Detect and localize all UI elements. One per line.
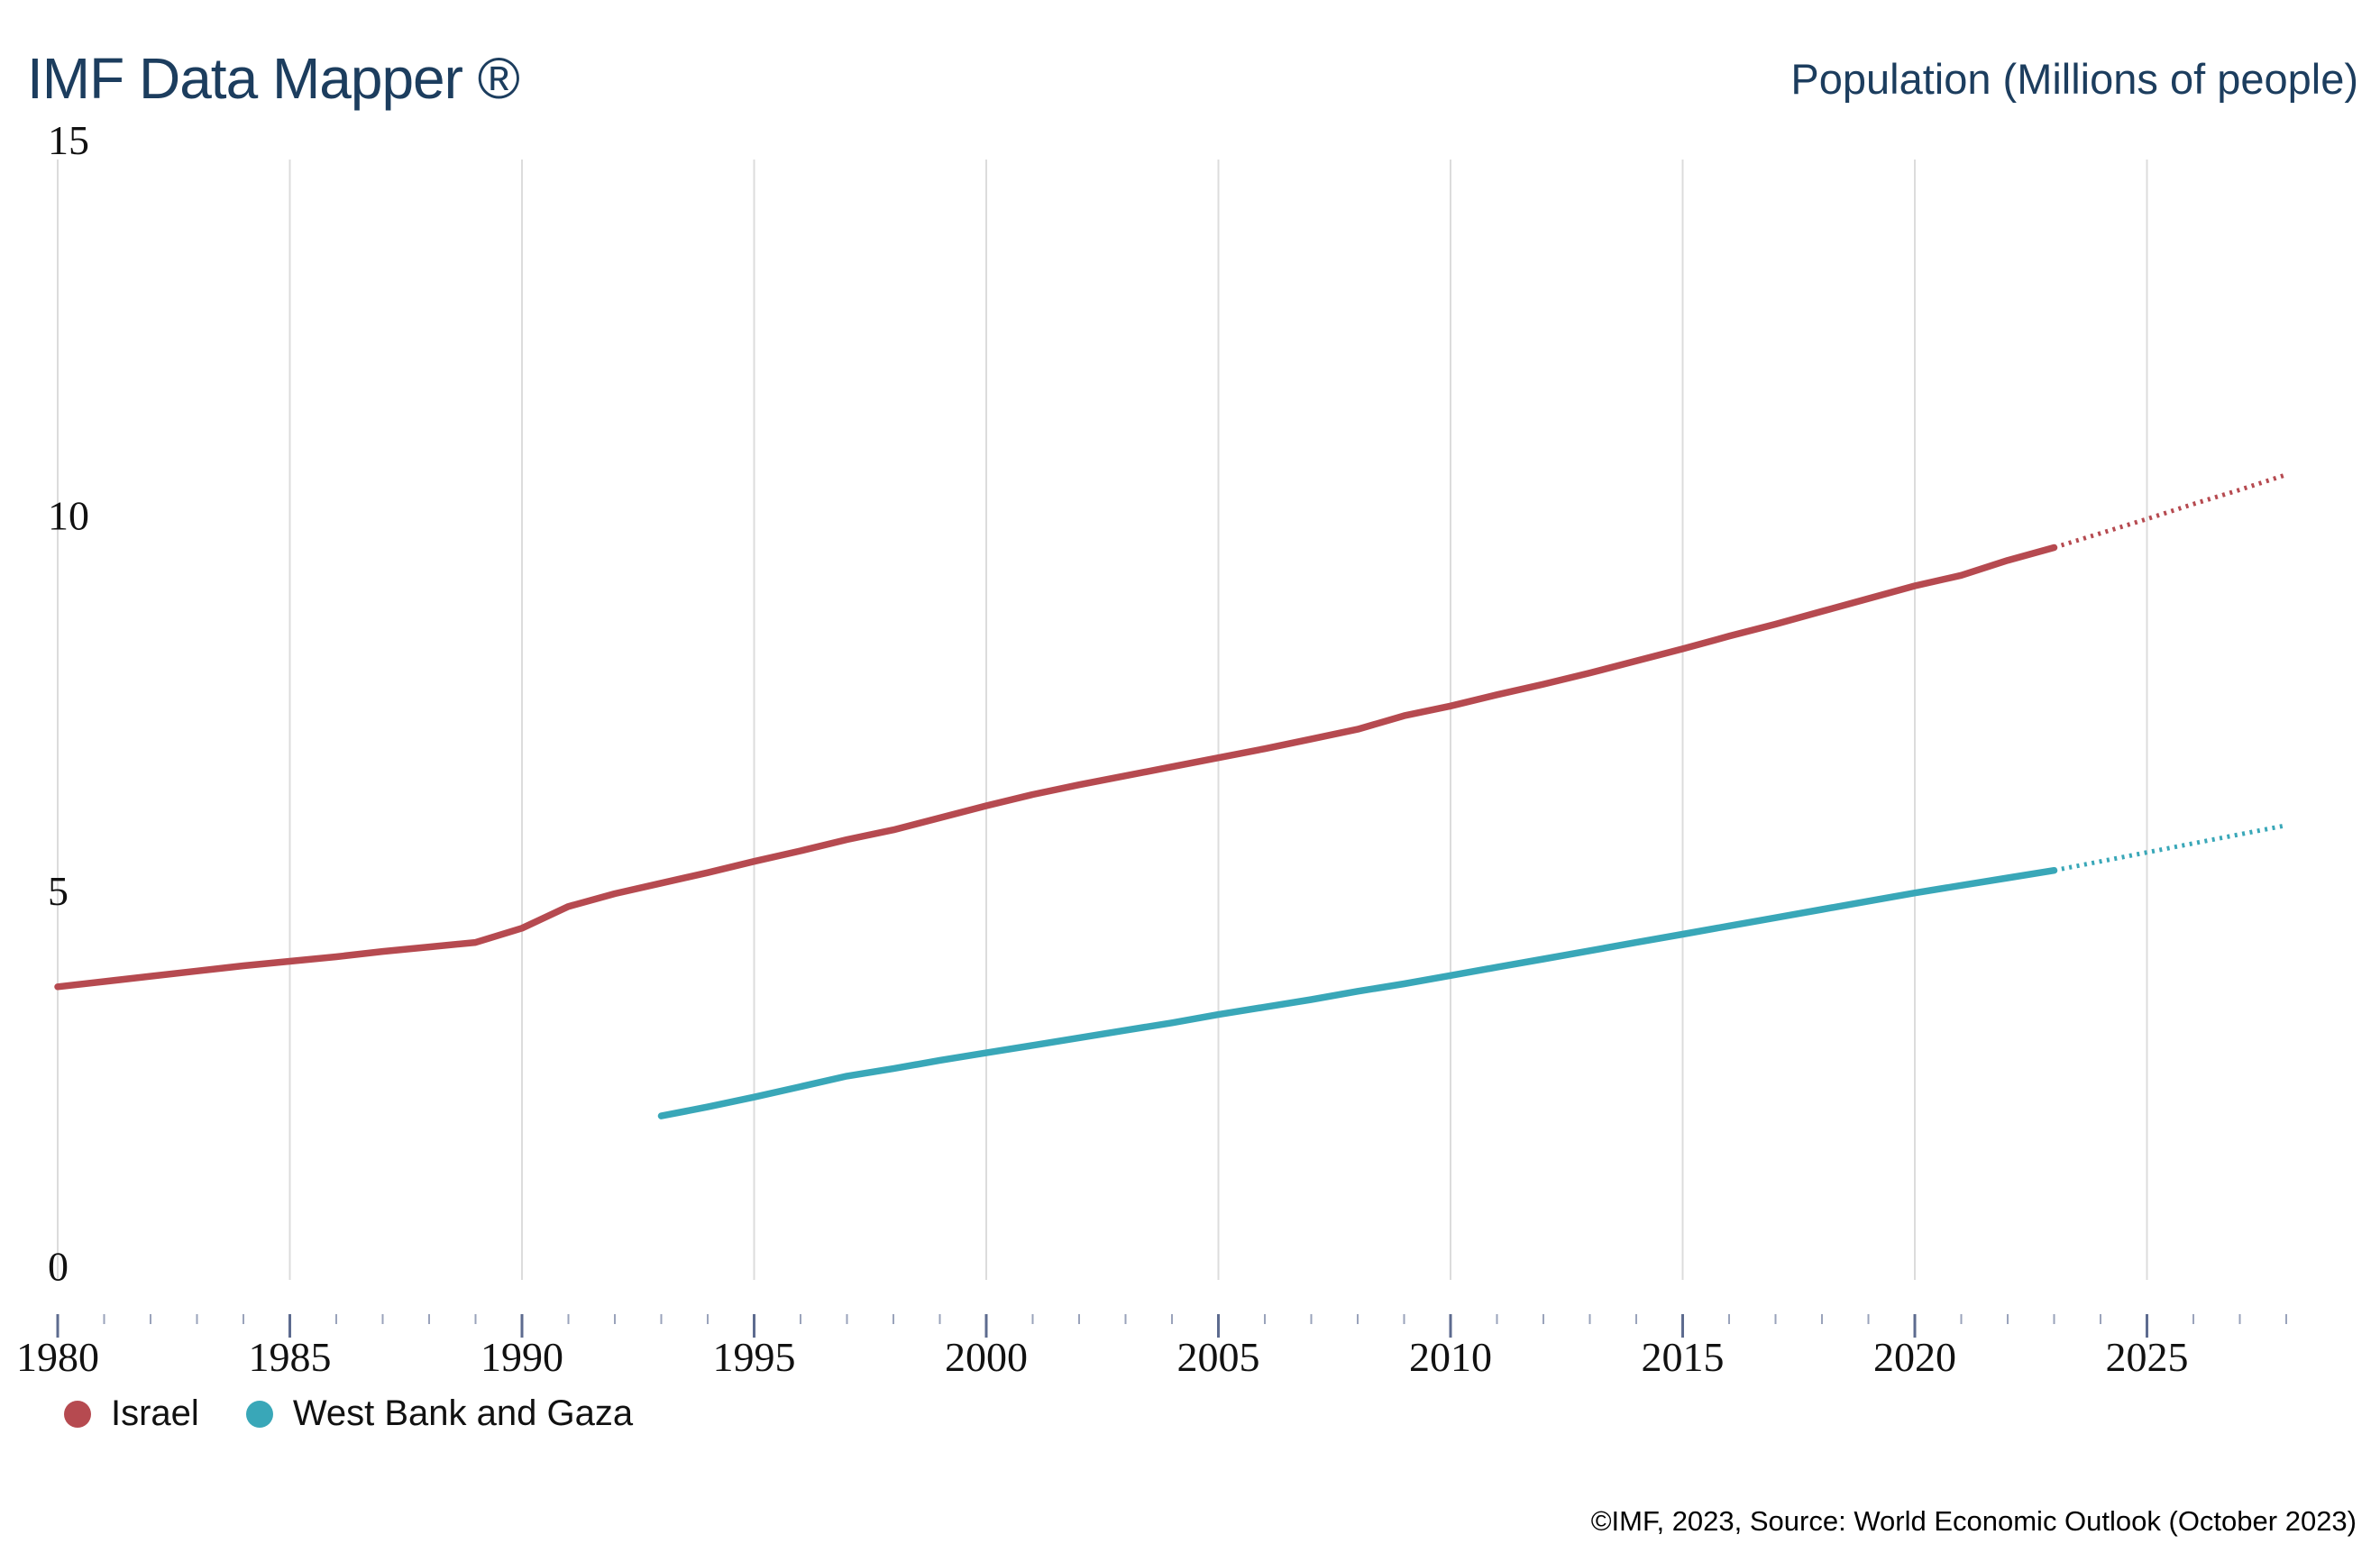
legend-marker-israel	[64, 1400, 91, 1428]
svg-text:1980: 1980	[16, 1334, 99, 1380]
legend-label-west-bank-and-gaza: West Bank and Gaza	[292, 1393, 634, 1433]
svg-text:10: 10	[48, 493, 89, 539]
svg-text:1995: 1995	[713, 1334, 796, 1380]
svg-text:1990: 1990	[481, 1334, 563, 1380]
series-west-bank-and-gaza[interactable]	[657, 823, 2287, 1119]
svg-text:2015: 2015	[1642, 1334, 1725, 1380]
svg-text:2005: 2005	[1177, 1334, 1260, 1380]
legend-label-israel: Israel	[111, 1393, 199, 1433]
legend-item-israel[interactable]: Israel	[64, 1393, 199, 1434]
gridlines	[57, 160, 2148, 1280]
svg-text:2025: 2025	[2106, 1334, 2189, 1380]
chart-legend: Israel West Bank and Gaza	[64, 1393, 633, 1434]
svg-text:2010: 2010	[1409, 1334, 1492, 1380]
svg-text:2000: 2000	[945, 1334, 1028, 1380]
attribution-text: ©IMF, 2023, Source: World Economic Outlo…	[1590, 1505, 2357, 1537]
svg-text:2020: 2020	[1873, 1334, 1956, 1380]
legend-item-west-bank-and-gaza[interactable]: West Bank and Gaza	[245, 1393, 634, 1434]
legend-marker-west-bank-and-gaza	[245, 1400, 273, 1428]
chart-indicator-title: Population (Millions of people)	[1790, 55, 2358, 103]
app-title: IMF Data Mapper ®	[27, 46, 520, 111]
x-axis-ticks	[56, 1314, 2287, 1338]
y-axis-labels: 0 5 10 15	[48, 117, 89, 1290]
svg-text:1985: 1985	[249, 1334, 332, 1380]
svg-text:5: 5	[48, 868, 69, 914]
x-axis-labels: 1980 1985 1990 1995 2000 2005 2010 2015 2020 2025	[16, 1334, 2189, 1380]
svg-text:0: 0	[48, 1244, 69, 1290]
svg-text:15: 15	[48, 117, 89, 163]
series-israel[interactable]	[54, 472, 2287, 991]
